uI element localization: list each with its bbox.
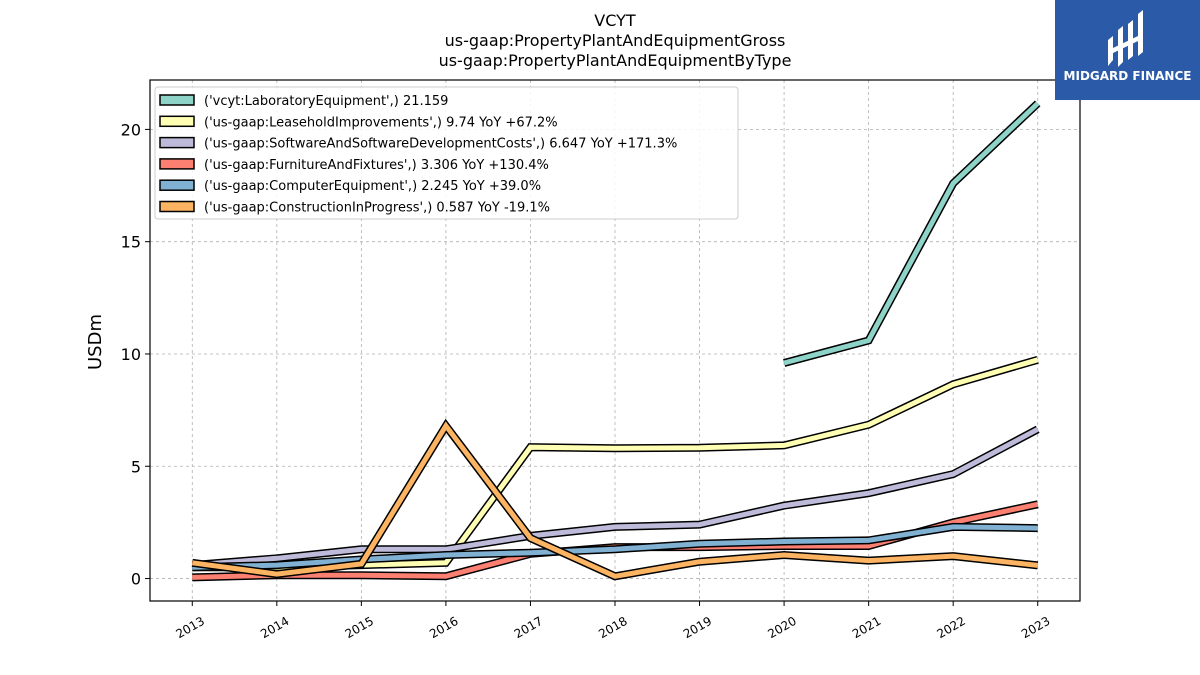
series-line-3 — [191, 425, 1040, 570]
x-tick-label: 2019 — [681, 614, 714, 641]
chart-title-line: VCYT — [594, 11, 636, 30]
x-tick-label: 2015 — [343, 614, 376, 641]
series-line-1 — [783, 100, 1041, 367]
series-line-stroke — [192, 524, 1038, 570]
y-tick-label: 10 — [121, 345, 141, 364]
x-tick-label: 2020 — [765, 614, 798, 641]
y-axis-label: USDm — [85, 314, 106, 370]
legend-entry: ('vcyt:LaboratoryEquipment',) 21.159 — [204, 94, 448, 109]
y-tick-label: 15 — [121, 233, 141, 252]
x-tick-label: 2018 — [596, 614, 629, 641]
series-layer — [191, 100, 1041, 582]
series-line-6 — [191, 418, 1039, 581]
legend-swatch — [159, 200, 195, 213]
x-tick-label: 2013 — [174, 614, 207, 641]
brand-logo: MIDGARD FINANCE — [1055, 0, 1200, 100]
legend-swatch — [159, 136, 195, 149]
legend-entry: ('us-gaap:ComputerEquipment',) 2.245 YoY… — [204, 179, 541, 194]
legend-entry: ('us-gaap:FurnitureAndFixtures',) 3.306 … — [204, 158, 549, 173]
y-tick-label: 5 — [131, 457, 141, 476]
series-line-stroke — [783, 101, 1040, 366]
legend-swatch — [159, 94, 195, 106]
series-line-5 — [192, 522, 1038, 572]
legend-swatch — [159, 179, 195, 191]
legend-entry: ('us-gaap:SoftwareAndSoftwareDevelopment… — [204, 137, 677, 152]
x-tick-label: 2017 — [512, 614, 545, 641]
x-ticks: 2013 2014 2015 2016 2017 2018 2019 2020 2021 2022… — [174, 601, 1052, 641]
logo-text: MIDGARD FINANCE — [1063, 69, 1192, 83]
y-ticks: 0 5 10 15 20 — [121, 120, 150, 589]
legend-entry: ('us-gaap:ConstructionInProgress',) 0.58… — [204, 201, 550, 216]
x-tick-label: 2016 — [427, 614, 460, 641]
chart-title: VCYTus-gaap:PropertyPlantAndEquipmentGro… — [439, 11, 792, 70]
series-line-stroke — [192, 427, 1039, 568]
chart-title-line: us-gaap:PropertyPlantAndEquipmentGross — [445, 31, 786, 50]
x-tick-label: 2023 — [1019, 614, 1052, 641]
y-tick-label: 0 — [131, 570, 141, 589]
logo-mark-icon — [1108, 10, 1143, 67]
legend-entry: ('us-gaap:LeaseholdImprovements',) 9.74 … — [204, 115, 558, 130]
y-tick-label: 20 — [121, 120, 141, 139]
series-line-stroke — [191, 421, 1038, 579]
legend: ('vcyt:LaboratoryEquipment',) 21.159 ('us… — [154, 86, 739, 220]
x-tick-label: 2021 — [850, 614, 883, 641]
x-tick-label: 2014 — [258, 614, 291, 641]
chart-title-line: us-gaap:PropertyPlantAndEquipmentByType — [439, 51, 792, 70]
legend-box — [154, 86, 739, 220]
legend-swatch — [159, 115, 195, 128]
legend-swatch — [159, 158, 195, 170]
x-tick-label: 2022 — [934, 614, 967, 641]
